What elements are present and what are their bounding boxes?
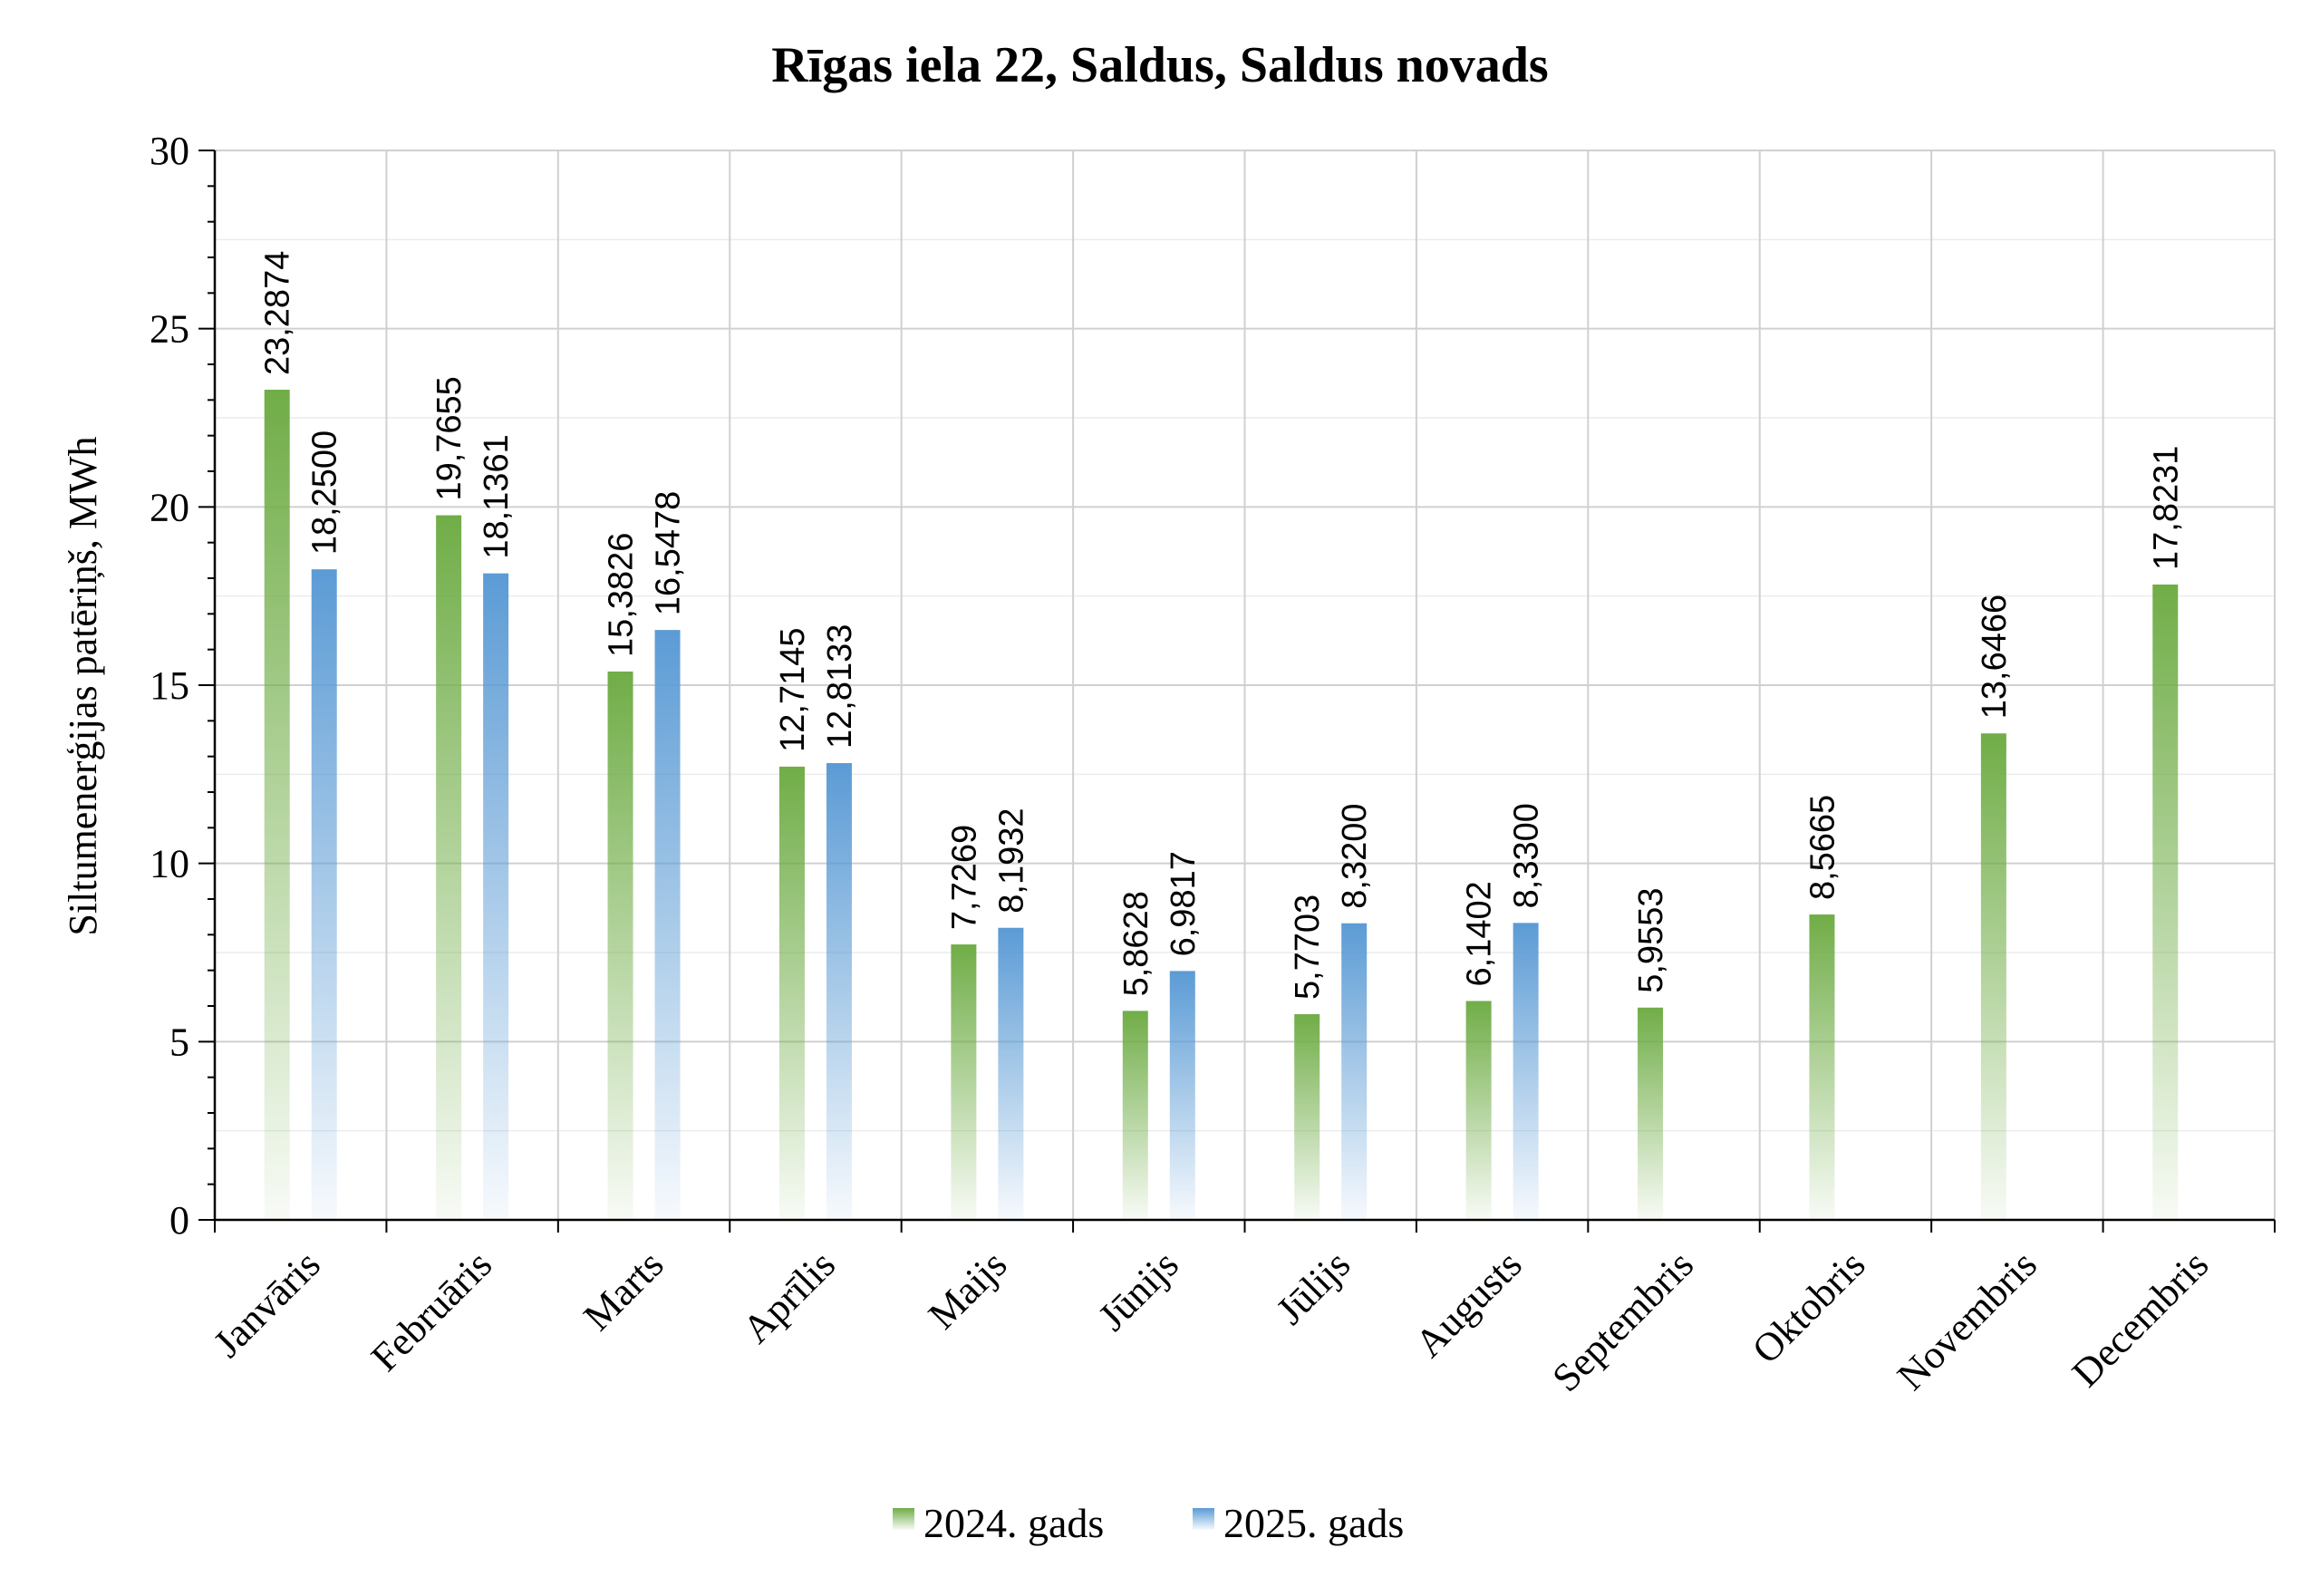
data-label: 15,3826 xyxy=(603,533,641,657)
gridlines xyxy=(215,150,2276,1220)
bar-2025-5 xyxy=(1169,971,1195,1220)
data-label: 5,9553 xyxy=(1632,888,1670,993)
bar-2024-4 xyxy=(951,944,977,1220)
data-label: 7,7269 xyxy=(945,825,983,930)
bar-2024-0 xyxy=(264,390,290,1220)
bar-2024-7 xyxy=(1465,1001,1492,1220)
data-label: 6,1402 xyxy=(1461,881,1499,986)
x-tick-label: Maijs xyxy=(920,1242,1016,1338)
bar-2024-3 xyxy=(778,766,805,1220)
y-tick-label: 30 xyxy=(150,129,189,173)
axes: 0 5 10 15 20 25 30 Janvāris Februāris Marts Aprīli… xyxy=(150,129,2276,1400)
x-tick-label: Septembris xyxy=(1543,1242,1702,1400)
bar-2024-2 xyxy=(607,671,633,1220)
legend-label-2025: 2025. gads xyxy=(1223,1500,1404,1546)
bar-2025-0 xyxy=(311,569,337,1220)
x-tick-label: Janvāris xyxy=(205,1242,329,1366)
chart-title: Rīgas iela 22, Saldus, Saldus novads xyxy=(771,37,1548,93)
y-tick-label: 10 xyxy=(150,842,189,886)
data-label: 6,9817 xyxy=(1165,851,1203,956)
bars: 23,2874 19,7655 15,3826 12,7145 7,7269 5,8628… xyxy=(259,251,2185,1220)
data-label: 18,1361 xyxy=(478,434,516,558)
bar-2024-6 xyxy=(1294,1014,1320,1220)
data-label: 8,3200 xyxy=(1336,804,1374,909)
x-tick-label: Decembris xyxy=(2064,1242,2217,1395)
legend-label-2024: 2024. gads xyxy=(923,1500,1104,1546)
bar-2025-1 xyxy=(483,573,509,1220)
y-tick-label: 20 xyxy=(150,485,189,529)
x-tick-label: Oktobris xyxy=(1744,1242,1874,1372)
bar-2025-6 xyxy=(1341,923,1368,1220)
bar-2024-11 xyxy=(2152,584,2179,1220)
data-label: 17,8231 xyxy=(2147,446,2185,570)
y-tick-label: 5 xyxy=(169,1020,189,1064)
bar-2024-5 xyxy=(1122,1011,1148,1220)
data-label: 8,5665 xyxy=(1803,795,1842,900)
legend-swatch-2025 xyxy=(1193,1508,1214,1530)
bar-2024-9 xyxy=(1809,914,1835,1220)
data-label: 8,3300 xyxy=(1508,803,1546,908)
x-tick-label: Augusts xyxy=(1406,1242,1531,1366)
bar-2025-4 xyxy=(998,927,1024,1220)
data-label: 18,2500 xyxy=(306,430,344,555)
x-tick-label: Marts xyxy=(575,1242,672,1339)
data-label: 12,7145 xyxy=(774,628,812,752)
bar-2025-7 xyxy=(1513,923,1539,1220)
legend-swatch-2024 xyxy=(893,1508,914,1530)
bar-2025-3 xyxy=(826,763,852,1220)
legend: 2024. gads 2025. gads xyxy=(893,1500,1404,1546)
data-label: 16,5478 xyxy=(650,491,688,615)
y-axis-label: Siltumenerģijas patēriņš, MWh xyxy=(61,436,105,935)
x-tick-label: Aprīlis xyxy=(734,1242,844,1351)
data-label: 19,7655 xyxy=(430,376,469,500)
y-tick-label: 15 xyxy=(150,663,189,708)
data-label: 13,6466 xyxy=(1976,595,2014,719)
y-tick-label: 0 xyxy=(169,1198,189,1243)
bar-2024-8 xyxy=(1638,1007,1664,1220)
bar-2024-10 xyxy=(1980,733,2006,1220)
data-label: 23,2874 xyxy=(259,251,297,375)
x-tick-label: Jūnijs xyxy=(1090,1242,1187,1339)
bar-2025-2 xyxy=(654,630,681,1220)
x-tick-label: Novembris xyxy=(1889,1242,2045,1398)
data-label: 8,1932 xyxy=(992,808,1030,913)
x-tick-label: Februāris xyxy=(362,1242,500,1379)
x-tick-label: Jūlijs xyxy=(1268,1242,1358,1332)
data-label: 5,7703 xyxy=(1289,895,1327,1000)
bar-2024-1 xyxy=(436,515,462,1220)
y-tick-label: 25 xyxy=(150,307,189,352)
data-label: 5,8628 xyxy=(1117,891,1155,996)
data-label: 12,8133 xyxy=(821,624,859,749)
